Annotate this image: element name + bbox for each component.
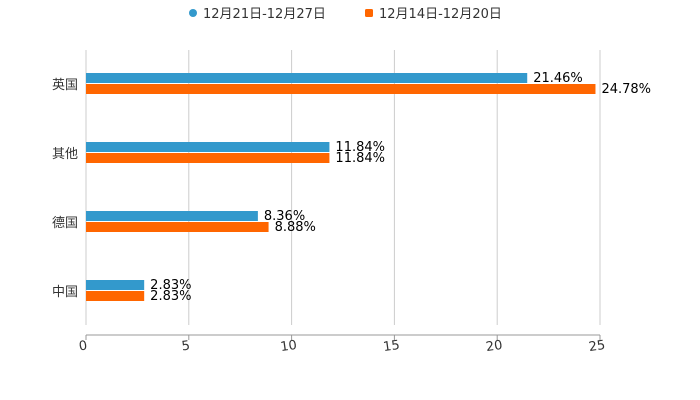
x-tick-label: 10 [279, 338, 297, 355]
data-label: 24.78% [601, 82, 651, 97]
bar [86, 73, 528, 83]
data-label: 11.84% [335, 140, 385, 155]
legend-label: 12月14日-12月20日 [379, 7, 502, 22]
x-tick-label: 0 [78, 338, 88, 354]
legend-marker [189, 9, 197, 17]
y-category-label: 德国 [52, 216, 78, 231]
data-label: 11.84% [335, 151, 385, 166]
data-label: 2.83% [150, 289, 191, 304]
data-label: 8.36% [264, 209, 305, 224]
bar [86, 153, 330, 163]
bar [86, 211, 258, 221]
y-category-label: 中国 [52, 285, 78, 300]
bar [86, 84, 596, 94]
x-tick-label: 20 [485, 338, 503, 355]
legend-label: 12月21日-12月27日 [203, 7, 326, 22]
x-tick-label: 5 [181, 338, 191, 354]
data-label: 8.88% [275, 220, 316, 235]
y-category-label: 英国 [52, 78, 78, 93]
legend-marker [365, 9, 373, 17]
x-tick-label: 25 [588, 338, 606, 355]
bar [86, 142, 330, 152]
x-tick-label: 15 [382, 338, 400, 355]
bar [86, 280, 145, 290]
data-label: 21.46% [533, 71, 583, 86]
bar [86, 291, 145, 301]
data-label: 2.83% [150, 278, 191, 293]
y-category-label: 其他 [52, 147, 78, 162]
bar [86, 222, 269, 232]
